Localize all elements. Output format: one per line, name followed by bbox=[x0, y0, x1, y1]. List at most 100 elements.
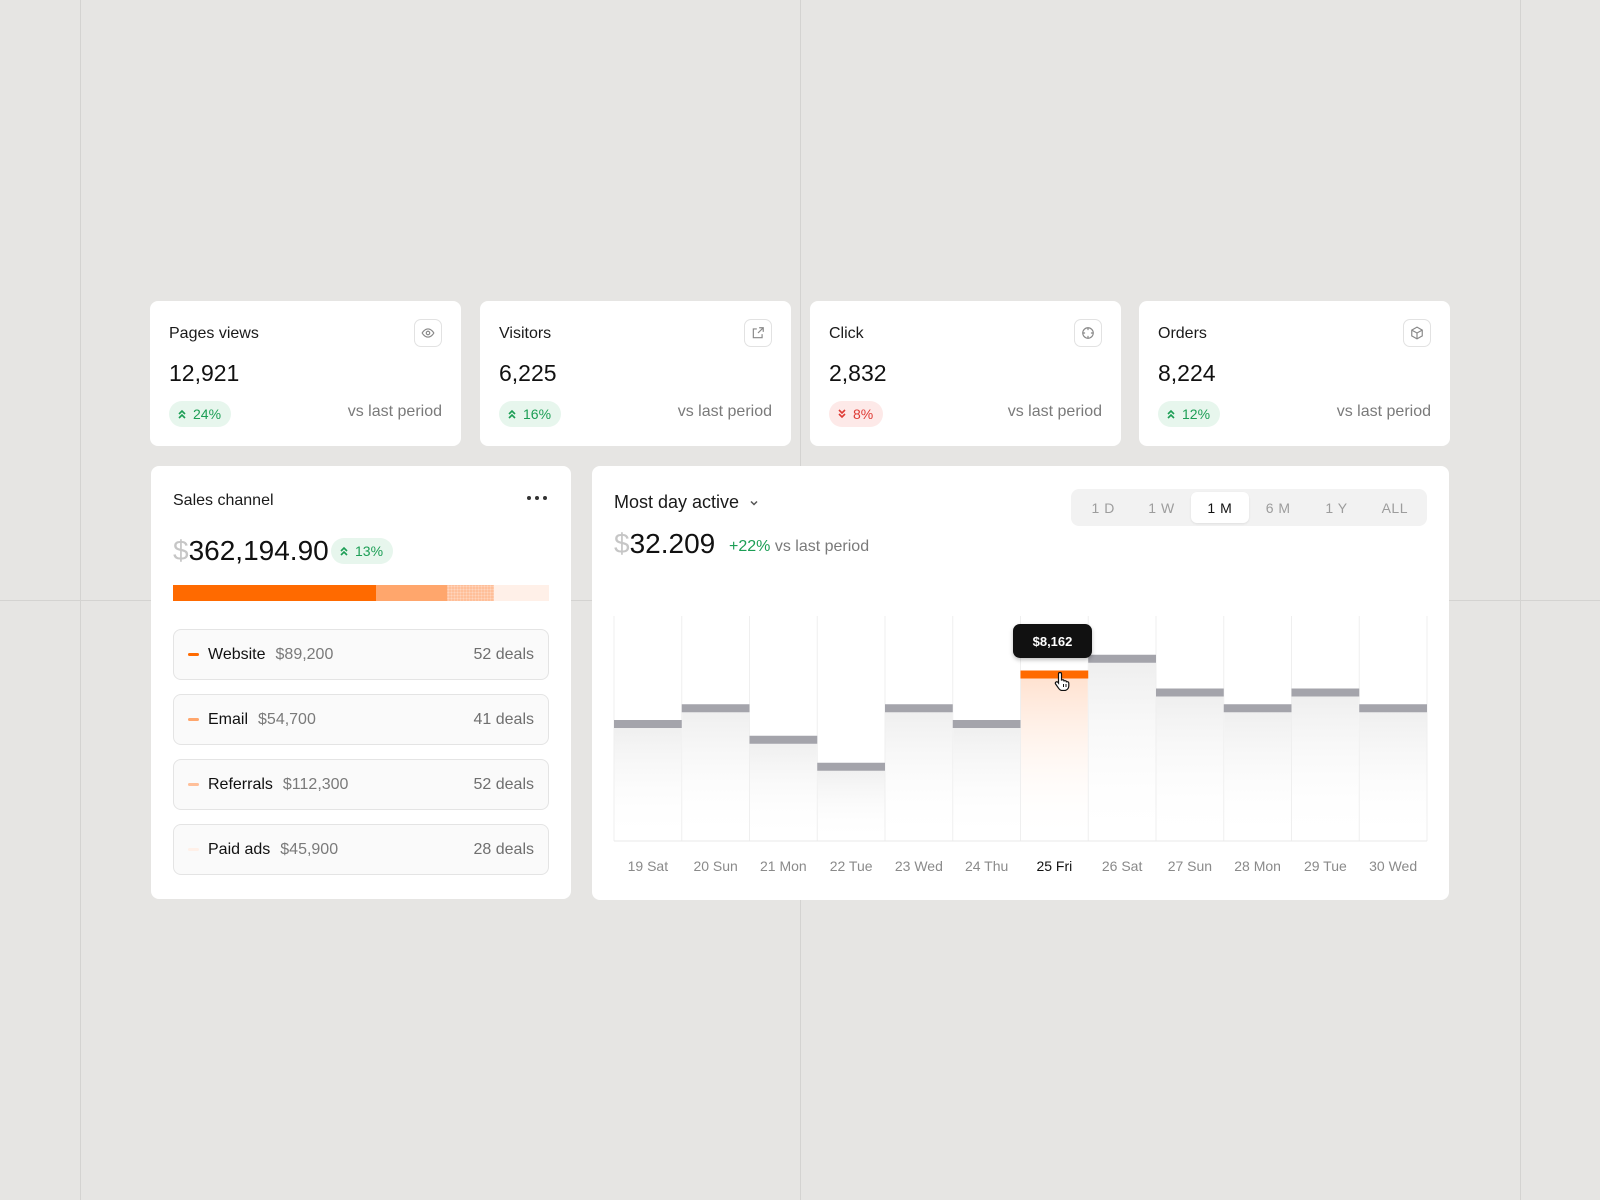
bar-cap bbox=[817, 762, 885, 771]
range-1m-button[interactable]: 1 M bbox=[1190, 492, 1249, 523]
sales-channel-card: Sales channel $362,194.90 13% Website $8… bbox=[151, 466, 571, 899]
change-badge: 24% bbox=[169, 401, 232, 427]
eye-icon[interactable] bbox=[414, 319, 442, 347]
currency-symbol: $ bbox=[614, 528, 630, 559]
channel-row-referrals[interactable]: Referrals $112,300 52 deals bbox=[173, 759, 549, 810]
time-range-selector: 1 D 1 W 1 M 6 M 1 Y ALL bbox=[1071, 489, 1427, 526]
stat-value: 12,921 bbox=[169, 360, 240, 386]
bar-fill bbox=[1021, 674, 1088, 841]
change-value: 8% bbox=[853, 406, 874, 422]
active-change-value: +22% bbox=[729, 538, 771, 555]
channel-color-marker bbox=[188, 718, 199, 721]
x-axis-label: 24 Thu bbox=[965, 858, 1008, 874]
box-icon[interactable] bbox=[1403, 319, 1431, 347]
bar-fill bbox=[1088, 658, 1156, 841]
distribution-segment bbox=[376, 585, 448, 601]
metric-title: Most day active bbox=[614, 492, 740, 512]
more-options-icon[interactable] bbox=[527, 496, 547, 500]
channel-name: Email bbox=[208, 710, 249, 728]
bar-fill bbox=[817, 766, 885, 841]
bar-cap bbox=[614, 720, 682, 728]
bar-fill bbox=[953, 724, 1020, 841]
range-6m-button[interactable]: 6 M bbox=[1265, 499, 1291, 516]
stat-title: Pages views bbox=[169, 325, 259, 342]
distribution-segment bbox=[447, 585, 495, 601]
stat-value: 6,225 bbox=[499, 360, 557, 386]
chart-tooltip: $8,162 bbox=[1013, 624, 1092, 658]
x-axis-label: 25 Fri bbox=[1036, 858, 1072, 874]
stat-title: Click bbox=[829, 325, 864, 342]
channel-name: Paid ads bbox=[208, 840, 271, 858]
chevrons-up-icon bbox=[508, 409, 516, 419]
channel-deals: 52 deals bbox=[473, 645, 535, 663]
bar-fill bbox=[1359, 708, 1427, 841]
x-axis-label: 20 Sun bbox=[693, 858, 737, 874]
most-day-active-card: 19 Sat 20 Sun 21 Mon 22 Tue 23 Wed 24 Thu 25 F… bbox=[592, 466, 1449, 900]
chevrons-up-icon bbox=[1167, 409, 1175, 419]
stat-title: Orders bbox=[1158, 325, 1207, 342]
bar-fill bbox=[682, 708, 749, 841]
change-badge: 8% bbox=[829, 401, 884, 427]
range-1y-button[interactable]: 1 Y bbox=[1325, 499, 1348, 516]
stat-card-visitors: Visitors 6,225 16% vs last period bbox=[480, 301, 791, 446]
bar-fill bbox=[1156, 692, 1224, 841]
change-value: 13% bbox=[355, 543, 384, 559]
bar-fill bbox=[614, 724, 682, 841]
active-change: +22% vs last period bbox=[729, 538, 869, 556]
x-axis-label: 26 Sat bbox=[1102, 858, 1143, 874]
channel-amount: $54,700 bbox=[258, 710, 316, 728]
bar-cap bbox=[1359, 704, 1427, 713]
sales-channel-title: Sales channel bbox=[173, 492, 274, 509]
bar-cap bbox=[1020, 670, 1089, 679]
range-all-button[interactable]: ALL bbox=[1381, 499, 1409, 516]
chevrons-up-icon bbox=[340, 546, 348, 556]
stat-card-orders: Orders 8,224 12% vs last period bbox=[1139, 301, 1450, 446]
external-link-icon[interactable] bbox=[744, 319, 772, 347]
bar-fill bbox=[1224, 708, 1291, 841]
x-axis-label: 30 Wed bbox=[1369, 858, 1417, 874]
bar-cap bbox=[885, 704, 953, 713]
activity-bar-chart: 19 Sat 20 Sun 21 Mon 22 Tue 23 Wed 24 Thu 25 F… bbox=[613, 616, 1428, 874]
channel-row-email[interactable]: Email $54,700 41 deals bbox=[173, 694, 549, 745]
channel-name: Website bbox=[208, 645, 266, 663]
sales-total: $362,194.90 bbox=[173, 535, 329, 567]
channel-amount: $45,900 bbox=[280, 840, 339, 858]
change-value: 12% bbox=[1182, 406, 1211, 422]
x-axis-label: 22 Tue bbox=[830, 858, 873, 874]
chevrons-down-icon bbox=[838, 409, 846, 419]
range-1w-button[interactable]: 1 W bbox=[1148, 499, 1175, 516]
stat-card-click: Click 2,832 8% vs last period bbox=[810, 301, 1121, 446]
distribution-bar bbox=[173, 585, 549, 601]
bar-cap bbox=[681, 704, 750, 713]
stat-value: 2,832 bbox=[829, 360, 887, 386]
sales-amount: 362,194.90 bbox=[188, 535, 329, 566]
crosshair-icon[interactable] bbox=[1074, 319, 1102, 347]
stat-value: 8,224 bbox=[1158, 360, 1216, 386]
metric-dropdown[interactable]: Most day active bbox=[614, 492, 759, 513]
channel-row-paid-ads[interactable]: Paid ads $45,900 28 deals bbox=[173, 824, 549, 875]
channel-color-marker bbox=[188, 653, 199, 656]
currency-symbol: $ bbox=[173, 535, 189, 566]
distribution-segment bbox=[173, 585, 377, 601]
chevrons-up-icon bbox=[178, 409, 186, 419]
comparison-label: vs last period bbox=[1007, 403, 1102, 420]
channel-amount: $89,200 bbox=[275, 645, 334, 663]
active-total: $32.209 bbox=[614, 528, 715, 560]
change-value: 24% bbox=[193, 406, 222, 422]
bar-cap bbox=[1223, 704, 1292, 713]
x-axis-label: 21 Mon bbox=[760, 858, 807, 874]
comparison-label: vs last period bbox=[1336, 403, 1431, 420]
range-1d-button[interactable]: 1 D bbox=[1091, 499, 1115, 516]
bar-cap bbox=[1088, 654, 1156, 663]
bar-cap bbox=[749, 735, 818, 744]
pointer-hand-icon bbox=[1054, 671, 1070, 691]
channel-deals: 28 deals bbox=[473, 840, 535, 858]
x-axis-label: 19 Sat bbox=[628, 858, 669, 874]
distribution-segment bbox=[494, 585, 549, 601]
bar-fill bbox=[885, 708, 953, 841]
x-axis-label: 28 Mon bbox=[1234, 858, 1281, 874]
channel-name: Referrals bbox=[208, 775, 273, 793]
channel-row-website[interactable]: Website $89,200 52 deals bbox=[173, 629, 549, 680]
channel-deals: 41 deals bbox=[473, 710, 535, 728]
change-badge: 16% bbox=[499, 401, 562, 427]
